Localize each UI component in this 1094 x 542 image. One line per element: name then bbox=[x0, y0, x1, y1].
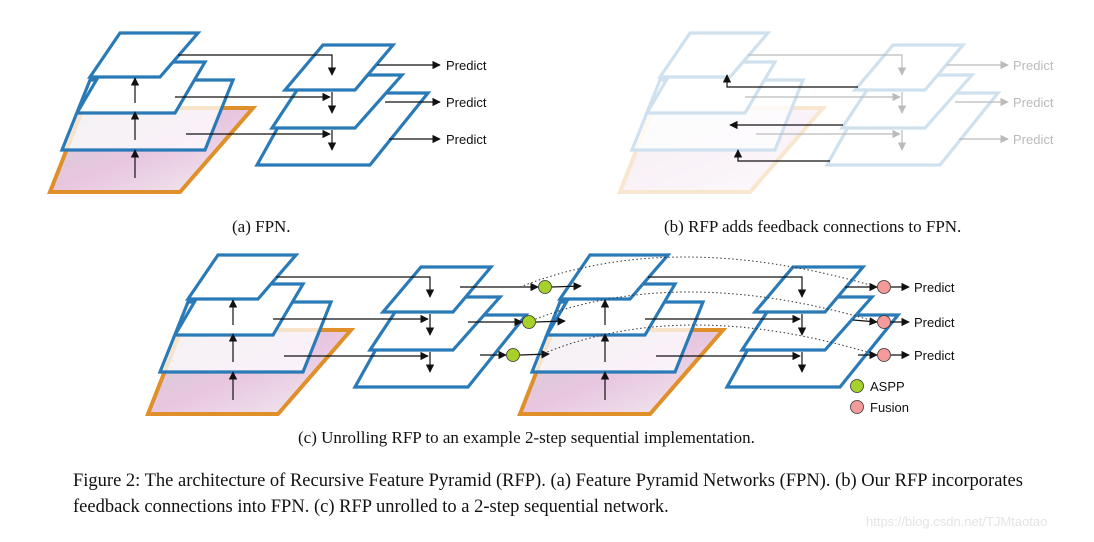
b-pyramid bbox=[617, 31, 828, 194]
aspp-output-arrow bbox=[519, 350, 550, 359]
lateral-arrow bbox=[178, 54, 337, 76]
c-step2-top-down-pyramid bbox=[724, 265, 902, 389]
fusion-skip-connection bbox=[539, 324, 878, 356]
top-down-feature-map bbox=[851, 43, 967, 92]
fusion-node bbox=[877, 315, 891, 329]
predict-label: Predict bbox=[914, 315, 955, 330]
aspp-node bbox=[522, 315, 536, 329]
predict-label: Predict bbox=[446, 132, 487, 147]
top-down-feature-map bbox=[379, 265, 495, 314]
feedback-arrow bbox=[722, 74, 858, 88]
aspp-output-arrow bbox=[535, 317, 566, 326]
c-step1-pyramid bbox=[145, 253, 356, 416]
legend-fusion-label: Fusion bbox=[870, 400, 909, 415]
watermark: https://blog.csdn.net/TJMtaotao bbox=[866, 514, 1048, 529]
predict-label: Predict bbox=[1013, 132, 1054, 147]
c-step2-pyramid bbox=[517, 253, 728, 416]
lateral-arrow bbox=[276, 276, 435, 298]
caption-a: (a) FPN. bbox=[232, 217, 291, 236]
predict-label: Predict bbox=[446, 95, 487, 110]
caption-b: (b) RFP adds feedback connections to FPN… bbox=[664, 217, 962, 236]
figure-caption-line1: Figure 2: The architecture of Recursive … bbox=[73, 471, 1023, 491]
bottom-up-feature-map bbox=[184, 253, 300, 301]
top-down-feature-map bbox=[824, 91, 1002, 167]
aspp-node bbox=[538, 280, 552, 294]
fusion-node bbox=[877, 348, 891, 362]
predict-label: Predict bbox=[1013, 95, 1054, 110]
aspp-output-arrow bbox=[551, 282, 582, 291]
bottom-up-feature-map bbox=[556, 253, 672, 301]
feedback-arrow bbox=[733, 149, 830, 162]
top-down-feature-map bbox=[751, 265, 867, 314]
lateral-arrow bbox=[748, 54, 907, 76]
predict-arrow bbox=[852, 317, 878, 326]
lateral-arrow bbox=[648, 276, 807, 298]
caption-c: (c) Unrolling RFP to an example 2-step s… bbox=[298, 428, 755, 447]
predict-label: Predict bbox=[914, 348, 955, 363]
fusion-skip-connection bbox=[527, 291, 878, 323]
a-pyramid bbox=[47, 31, 258, 194]
legend-fusion-swatch bbox=[850, 400, 864, 414]
aspp-node bbox=[506, 348, 520, 362]
legend-aspp-swatch bbox=[850, 379, 864, 393]
top-down-feature-map bbox=[839, 73, 976, 130]
fusion-skip-connection bbox=[519, 256, 878, 288]
bottom-up-feature-map bbox=[656, 31, 772, 79]
a-top-down-pyramid bbox=[254, 43, 432, 167]
c-step1-top-down-pyramid bbox=[352, 265, 530, 389]
b-top-down-pyramid bbox=[824, 43, 1002, 167]
fusion-node bbox=[877, 280, 891, 294]
bottom-up-feature-map bbox=[86, 31, 202, 79]
top-down-feature-map bbox=[281, 43, 397, 92]
figure-caption-line2: feedback connections into FPN. (c) RFP u… bbox=[73, 497, 669, 517]
legend-aspp-label: ASPP bbox=[870, 379, 905, 394]
input-image bbox=[617, 106, 828, 194]
predict-label: Predict bbox=[446, 58, 487, 73]
bottom-up-feature-map bbox=[644, 60, 778, 115]
predict-label: Predict bbox=[1013, 58, 1054, 73]
predict-label: Predict bbox=[914, 280, 955, 295]
